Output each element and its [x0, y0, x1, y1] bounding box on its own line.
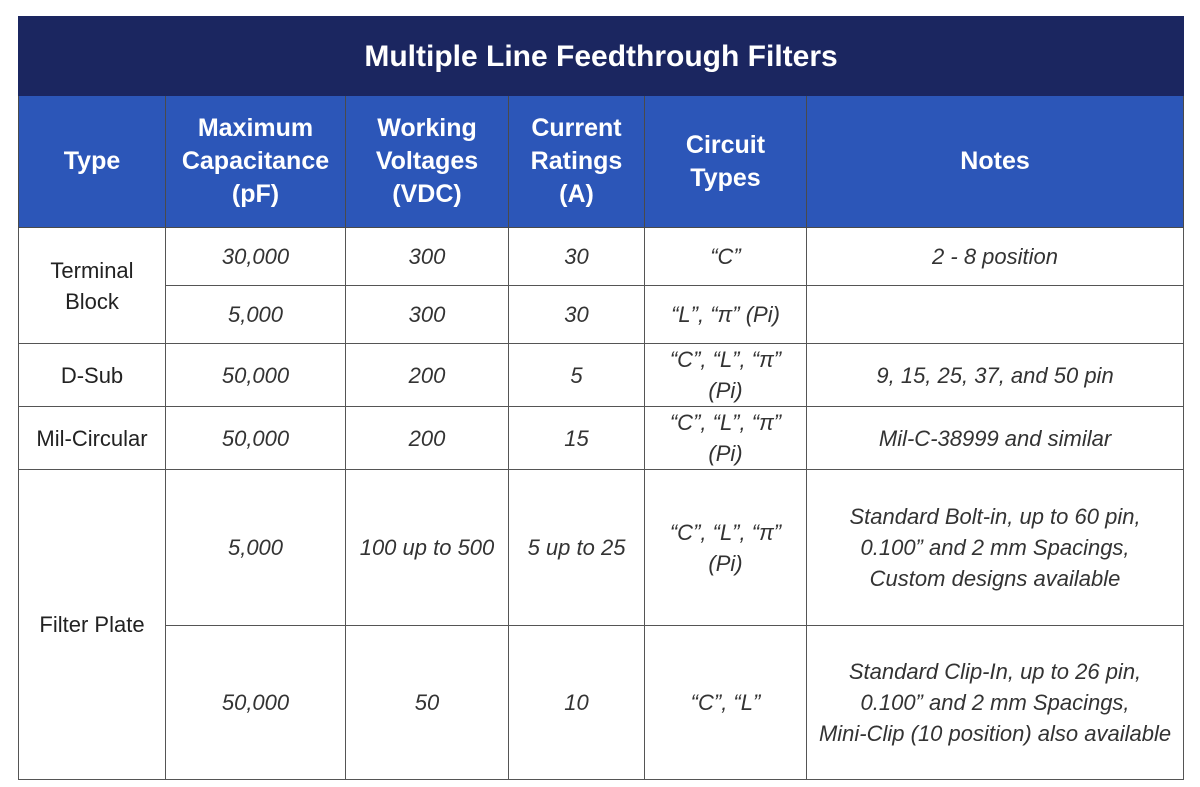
column-header: Type: [18, 95, 166, 228]
cell-line: Block: [65, 288, 119, 314]
data-cell: 30: [508, 227, 645, 286]
data-cell: 100 up to 500: [345, 469, 509, 626]
data-cell: 5: [508, 343, 645, 407]
column-header: Current Ratings (A): [508, 95, 645, 228]
cell-line: 9, 15, 25, 37, and 50 pin: [876, 362, 1114, 388]
data-cell: 50,000: [165, 343, 346, 407]
data-cell: 5,000: [165, 469, 346, 626]
data-cell: “C”, “L”, “π” (Pi): [644, 406, 807, 470]
data-cell: 300: [345, 285, 509, 344]
type-cell: D-Sub: [18, 343, 166, 407]
data-cell: 300: [345, 227, 509, 286]
cell-line: Standard Clip-In, up to 26 pin,: [848, 659, 1142, 684]
notes-cell: Standard Clip-In, up to 26 pin, 0.100” an…: [805, 625, 1185, 780]
table-row: 5,000 300 30 “L”, “π” (Pi): [19, 285, 1185, 344]
cell-line: Terminal: [50, 257, 134, 283]
data-cell: 15: [508, 406, 645, 470]
data-cell: “L”, “π” (Pi): [644, 285, 807, 344]
table-container: Multiple Line Feedthrough Filters Type Ma…: [17, 16, 1185, 780]
cell-line: Filter Plate: [39, 612, 145, 637]
table-row: D-Sub 50,000 200 5 “C”, “L”, “π” (Pi) 9, 15, …: [18, 343, 1185, 407]
empty-cell: [805, 285, 1185, 344]
table-row: Terminal Block 30,000 300 30 “C” 2 - 8 positio…: [18, 227, 1185, 344]
cell-line: Mini-Clip (10 position) also available: [818, 721, 1172, 746]
data-cell: 5,000: [165, 285, 346, 344]
data-cell: “C”: [644, 227, 807, 286]
column-header: Maximum Capacitance (pF): [165, 95, 346, 228]
cell-line: 2 - 8 position: [932, 244, 1059, 269]
type-cell: Terminal Block: [18, 227, 166, 344]
column-header: Notes: [805, 95, 1185, 228]
column-header: Circuit Types: [644, 95, 807, 228]
data-cell: 30,000: [165, 227, 346, 286]
type-cell: Mil-Circular: [18, 406, 166, 470]
data-cell: “C”, “L”: [644, 625, 807, 780]
data-cell: 50: [345, 625, 509, 780]
data-cell: “C”, “L”, “π” (Pi): [644, 469, 807, 626]
data-cell: 30: [508, 285, 645, 344]
cell-line: D-Sub: [60, 362, 124, 388]
cell-line: Custom designs available: [869, 566, 1121, 591]
column-header: Working Voltages (VDC): [345, 95, 509, 228]
data-cell: 5 up to 25: [508, 469, 645, 626]
data-table: Multiple Line Feedthrough Filters Type Ma…: [17, 16, 1185, 780]
notes-cell: Mil-C-38999 and similar: [805, 406, 1185, 470]
data-cell: 200: [345, 406, 509, 470]
cell-line: Mil-Circular: [36, 425, 148, 451]
data-cell: 50,000: [165, 625, 346, 780]
cell-line: Mil-C-38999 and similar: [878, 425, 1112, 451]
type-cell: Filter Plate: [18, 469, 166, 780]
cell-line: 0.100” and 2 mm Spacings,: [860, 690, 1130, 715]
notes-cell: Standard Bolt-in, up to 60 pin, 0.100” an…: [805, 469, 1185, 626]
notes-cell: 2 - 8 position: [805, 227, 1185, 286]
data-cell: 10: [508, 625, 645, 780]
table-row: Filter Plate 5,000 100 up to 500 5 up to 25…: [18, 469, 1185, 780]
cell-line: 0.100” and 2 mm Spacings,: [860, 535, 1130, 560]
table-row: 50,000 50 10 “C”, “L” Standard Clip-In, up t…: [19, 625, 1185, 780]
table-row: Mil-Circular 50,000 200 15 “C”, “L”, “π” (Pi…: [18, 406, 1185, 470]
data-cell: 200: [345, 343, 509, 407]
data-cell: “C”, “L”, “π” (Pi): [644, 343, 807, 407]
data-cell: 50,000: [165, 406, 346, 470]
table-title: Multiple Line Feedthrough Filters: [17, 16, 1185, 96]
notes-cell: 9, 15, 25, 37, and 50 pin: [805, 343, 1185, 407]
cell-line: Standard Bolt-in, up to 60 pin,: [849, 504, 1141, 529]
